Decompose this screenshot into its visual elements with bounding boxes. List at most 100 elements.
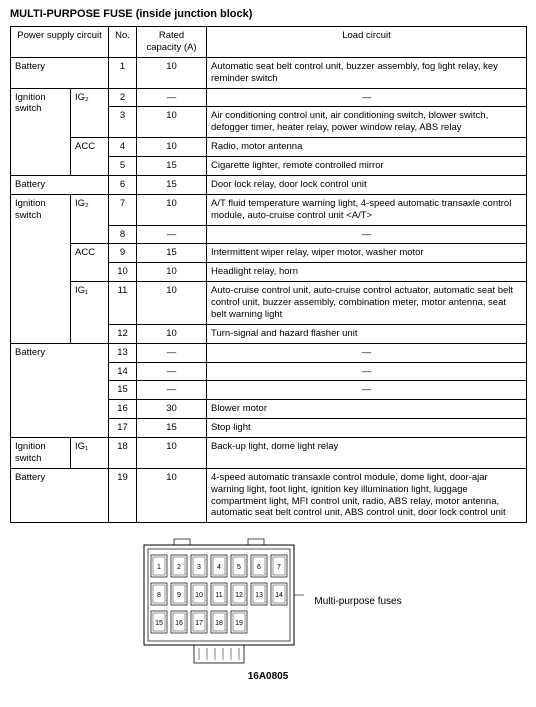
svg-text:5: 5	[237, 564, 241, 571]
cell-no: 10	[109, 263, 137, 282]
cell-load: Auto-cruise control unit, auto-cruise co…	[207, 282, 527, 325]
cell-rated: 30	[137, 400, 207, 419]
header-rated: Rated capacity (A)	[137, 27, 207, 58]
cell-rated: —	[137, 381, 207, 400]
svg-text:12: 12	[235, 592, 243, 599]
table-row: Ignition switchIG₁1810Back-up light, dom…	[11, 438, 527, 469]
cell-no: 12	[109, 324, 137, 343]
cell-rated: 15	[137, 244, 207, 263]
cell-supply-main: Ignition switch	[11, 438, 71, 469]
table-header-row: Power supply circuit No. Rated capacity …	[11, 27, 527, 58]
svg-text:7: 7	[277, 564, 281, 571]
cell-load: Blower motor	[207, 400, 527, 419]
cell-supply-main: Battery	[11, 343, 109, 437]
cell-no: 19	[109, 468, 137, 523]
cell-rated: 10	[137, 107, 207, 138]
fuse-table: Power supply circuit No. Rated capacity …	[10, 26, 527, 523]
cell-supply-sub: ACC	[71, 138, 109, 176]
cell-no: 17	[109, 419, 137, 438]
cell-load: Intermittent wiper relay, wiper motor, w…	[207, 244, 527, 263]
cell-load: —	[207, 88, 527, 107]
cell-supply-main: Ignition switch	[11, 88, 71, 175]
cell-supply-main: Battery	[11, 468, 109, 523]
table-row: Ignition switchIG₂710A/T fluid temperatu…	[11, 194, 527, 225]
table-row: Battery110Automatic seat belt control un…	[11, 57, 527, 88]
svg-text:14: 14	[275, 592, 283, 599]
table-row: ACC915Intermittent wiper relay, wiper mo…	[11, 244, 527, 263]
cell-rated: 10	[137, 282, 207, 325]
cell-rated: —	[137, 343, 207, 362]
cell-rated: —	[137, 225, 207, 244]
header-no: No.	[109, 27, 137, 58]
cell-supply-main: Battery	[11, 175, 109, 194]
cell-no: 9	[109, 244, 137, 263]
svg-text:6: 6	[257, 564, 261, 571]
cell-load: —	[207, 225, 527, 244]
cell-supply-sub: IG₁	[71, 438, 109, 469]
cell-load: Stop light	[207, 419, 527, 438]
figure-number: 16A0805	[10, 671, 526, 682]
cell-no: 7	[109, 194, 137, 225]
cell-load: Automatic seat belt control unit, buzzer…	[207, 57, 527, 88]
svg-text:15: 15	[155, 620, 163, 627]
cell-load: 4-speed automatic transaxle control modu…	[207, 468, 527, 523]
svg-text:1: 1	[157, 564, 161, 571]
cell-no: 13	[109, 343, 137, 362]
svg-text:17: 17	[195, 620, 203, 627]
cell-no: 15	[109, 381, 137, 400]
cell-load: Door lock relay, door lock control unit	[207, 175, 527, 194]
svg-text:3: 3	[197, 564, 201, 571]
svg-text:13: 13	[255, 592, 263, 599]
cell-load: Turn-signal and hazard flasher unit	[207, 324, 527, 343]
cell-no: 3	[109, 107, 137, 138]
cell-no: 6	[109, 175, 137, 194]
fuse-box-diagram: 12345678910111213141516171819	[134, 537, 304, 667]
cell-rated: —	[137, 88, 207, 107]
header-load: Load circuit	[207, 27, 527, 58]
svg-text:18: 18	[215, 620, 223, 627]
cell-rated: 15	[137, 175, 207, 194]
cell-load: Air conditioning control unit, air condi…	[207, 107, 527, 138]
cell-no: 1	[109, 57, 137, 88]
svg-text:8: 8	[157, 592, 161, 599]
cell-no: 2	[109, 88, 137, 107]
cell-no: 11	[109, 282, 137, 325]
table-row: ACC410Radio, motor antenna	[11, 138, 527, 157]
svg-text:19: 19	[235, 620, 243, 627]
cell-load: —	[207, 343, 527, 362]
cell-no: 18	[109, 438, 137, 469]
svg-text:4: 4	[217, 564, 221, 571]
cell-rated: 10	[137, 194, 207, 225]
cell-supply-sub: IG₂	[71, 194, 109, 244]
cell-load: —	[207, 381, 527, 400]
cell-rated: 15	[137, 419, 207, 438]
cell-no: 8	[109, 225, 137, 244]
table-row: Battery13——	[11, 343, 527, 362]
svg-text:2: 2	[177, 564, 181, 571]
table-row: Battery615Door lock relay, door lock con…	[11, 175, 527, 194]
cell-load: A/T fluid temperature warning light, 4-s…	[207, 194, 527, 225]
diagram-label: Multi-purpose fuses	[314, 596, 401, 608]
cell-load: —	[207, 362, 527, 381]
cell-no: 4	[109, 138, 137, 157]
cell-supply-sub: IG₂	[71, 88, 109, 138]
header-supply: Power supply circuit	[11, 27, 109, 58]
svg-text:11: 11	[216, 592, 223, 599]
fuse-diagram-wrap: 12345678910111213141516171819 Multi-purp…	[10, 537, 526, 667]
cell-rated: 10	[137, 468, 207, 523]
cell-rated: 15	[137, 157, 207, 176]
page-title: MULTI-PURPOSE FUSE (inside junction bloc…	[10, 8, 526, 20]
cell-rated: 10	[137, 138, 207, 157]
cell-rated: 10	[137, 438, 207, 469]
cell-load: Cigarette lighter, remote controlled mir…	[207, 157, 527, 176]
cell-no: 16	[109, 400, 137, 419]
table-row: IG₁1110Auto-cruise control unit, auto-cr…	[11, 282, 527, 325]
cell-rated: 10	[137, 263, 207, 282]
cell-load: Headlight relay, horn	[207, 263, 527, 282]
cell-no: 5	[109, 157, 137, 176]
cell-supply-sub: ACC	[71, 244, 109, 282]
svg-text:16: 16	[175, 620, 183, 627]
cell-rated: 10	[137, 57, 207, 88]
cell-rated: —	[137, 362, 207, 381]
cell-supply-main: Battery	[11, 57, 109, 88]
